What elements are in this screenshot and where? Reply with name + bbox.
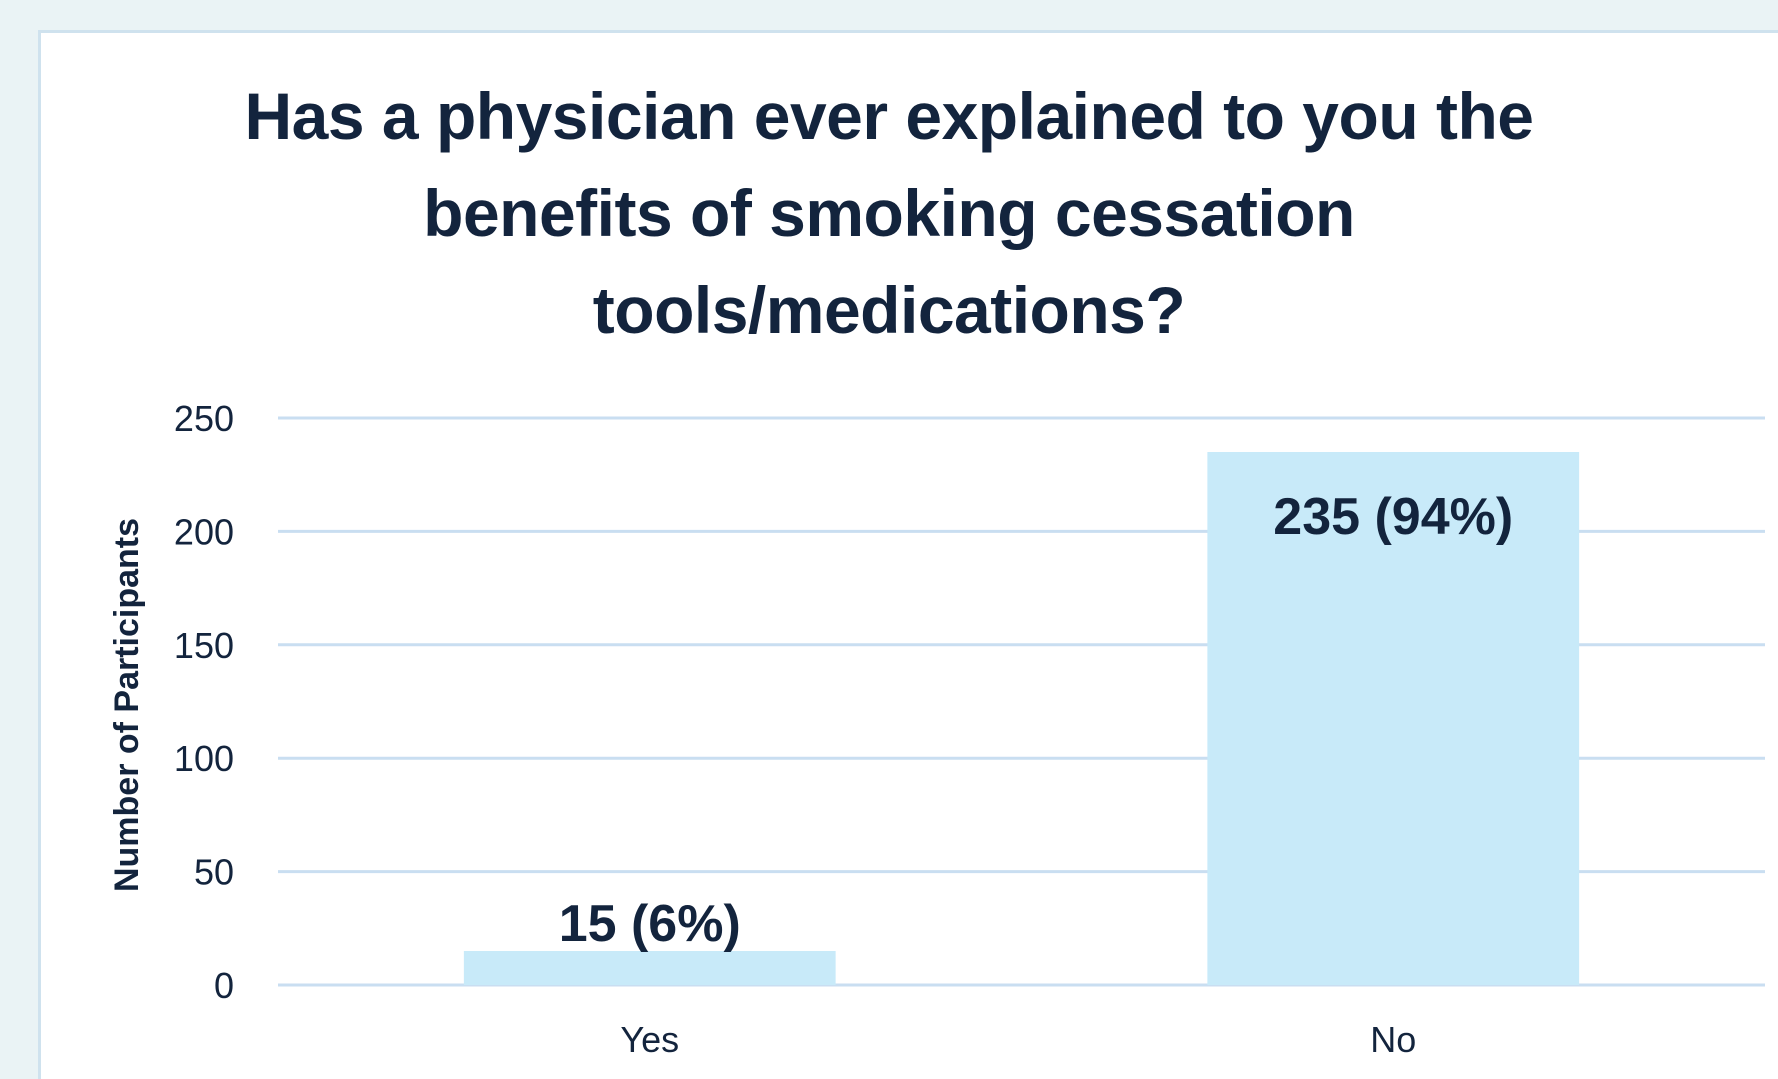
chart-title: Has a physician ever explained to you th… [0, 68, 1778, 359]
bar-yes [463, 950, 836, 985]
bars [463, 452, 1580, 985]
data-label-no: 235 (94%) [1273, 488, 1513, 546]
labels: 0 50 100 150 200 250 Number of Participants Yes… [108, 398, 1513, 1060]
y-axis-title: Number of Participants [108, 518, 146, 892]
y-tick-label: 100 [174, 738, 234, 779]
bar-no [1207, 452, 1580, 985]
y-tick-label: 50 [194, 852, 234, 893]
y-tick-label: 0 [214, 965, 234, 1006]
y-tick-label: 200 [174, 511, 234, 552]
y-tick-label: 250 [174, 398, 234, 439]
chart-title-line-2: benefits of smoking cessation [423, 176, 1355, 250]
y-tick-label: 150 [174, 625, 234, 666]
chart-title-line-1: Has a physician ever explained to you th… [244, 79, 1534, 153]
data-label-yes: 15 (6%) [559, 895, 741, 953]
chart-title-line-3: tools/medications? [592, 273, 1186, 347]
x-tick-label: No [1370, 1019, 1416, 1060]
x-tick-label: Yes [620, 1019, 679, 1060]
